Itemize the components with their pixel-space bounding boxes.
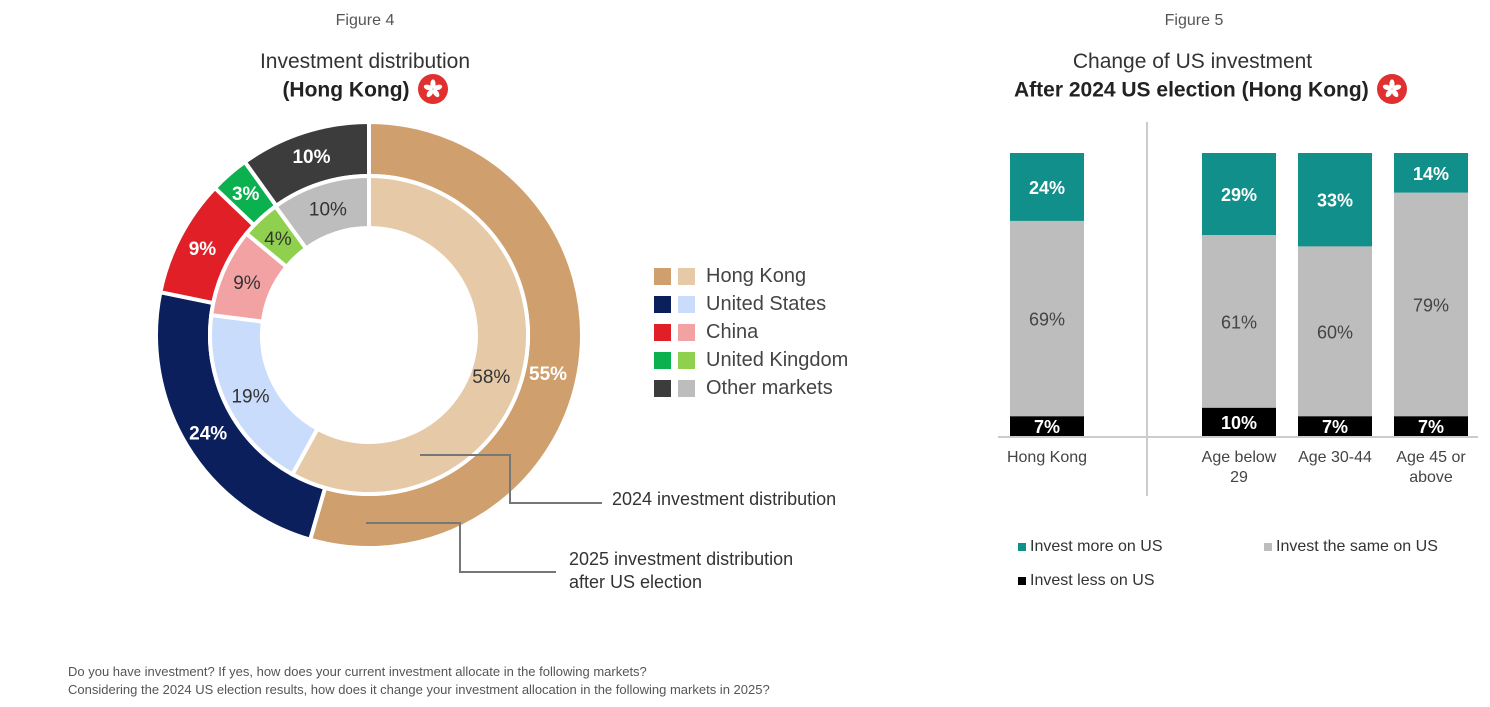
legend-item-united-states: United States xyxy=(654,290,848,318)
bar-value-label: 69% xyxy=(1029,310,1065,330)
bar-segment-invest-less-on-us xyxy=(1202,407,1276,436)
donut-value-labels: 55% 24% 9% 3% 10% 58% 19% 9% 4% 10% xyxy=(189,147,567,444)
outer-slice-label: 10% xyxy=(292,147,330,168)
figure5-title-text: After 2024 US election (Hong Kong) xyxy=(1014,78,1369,102)
legend-label: United Kingdom xyxy=(706,348,849,371)
legend-swatch-2024 xyxy=(678,323,695,341)
legend-swatch-2024 xyxy=(678,267,695,285)
bar-value-label: 24% xyxy=(1029,178,1065,198)
inner-slice-label: 58% xyxy=(472,367,510,388)
leader-line-inner xyxy=(420,454,602,504)
figure4-title-line2: (Hong Kong) xyxy=(215,74,515,106)
bar-segment-invest-more-on-us xyxy=(1202,153,1276,236)
annotation-2025-line2: after US election xyxy=(569,572,703,592)
bar-segment-invest-more-on-us xyxy=(1010,153,1084,221)
bar-segment-invest-less-on-us xyxy=(1010,416,1084,436)
bar-segment-invest-less-on-us xyxy=(1394,416,1468,436)
donut-chart: 55% 24% 9% 3% 10% 58% 19% 9% 4% 10% xyxy=(154,119,602,573)
legend-label: China xyxy=(706,320,759,343)
x-tick-label: Hong Kong xyxy=(1006,449,1088,466)
inner-slice-other-markets xyxy=(272,173,371,252)
bar-value-label: 29% xyxy=(1221,185,1257,205)
inner-slice-label: 19% xyxy=(231,386,269,407)
bar-segment-invest-more-on-us xyxy=(1394,153,1468,193)
outer-slice-label: 55% xyxy=(529,364,567,385)
stacked-bar-chart: 7% 69% 24% 10% 61% 29% 7% 60% 33% 7% 79% 14% xyxy=(998,122,1478,496)
bar-segment-invest-the-same-on-us xyxy=(1202,235,1276,408)
legend-swatch-2024 xyxy=(678,351,695,369)
bar-value-label: 7% xyxy=(1322,417,1348,437)
legend-invest-more: Invest more on US xyxy=(1018,538,1163,556)
legend-invest-less: Invest less on US xyxy=(1018,572,1155,590)
inner-slice-label: 10% xyxy=(309,200,347,221)
inner-slice-hong-kong xyxy=(289,173,530,496)
x-tick-label: Age 30-44 xyxy=(1298,449,1372,466)
figure4-legend: Hong Kong United States China United Kingdo… xyxy=(654,262,848,402)
figure5-label: Figure 5 xyxy=(1164,12,1224,29)
bar-value-label: 61% xyxy=(1221,312,1257,332)
legend-label: Invest more on US xyxy=(1030,538,1163,555)
bar-value-label: 79% xyxy=(1413,295,1449,315)
legend-label: Invest less on US xyxy=(1030,572,1155,589)
legend-label: Other markets xyxy=(706,376,833,399)
hong-kong-flag-icon xyxy=(1376,74,1407,104)
legend-swatch-2024 xyxy=(678,295,695,313)
inner-slice-label: 9% xyxy=(233,273,261,294)
figure5-legend: Invest more on US Invest the same on US … xyxy=(1018,538,1478,598)
legend-swatch-2025 xyxy=(654,323,671,341)
figure4-title-line1: Investment distribution xyxy=(259,50,471,73)
bar-segment-invest-the-same-on-us xyxy=(1298,246,1372,417)
outer-slice-label: 24% xyxy=(189,423,227,444)
x-tick-label: Age below 29 xyxy=(1201,449,1277,486)
legend-swatch xyxy=(1018,577,1026,585)
legend-swatch xyxy=(1264,543,1272,551)
legend-swatch xyxy=(1018,543,1026,551)
leader-line-outer xyxy=(366,522,556,573)
inner-ring-2024 xyxy=(208,173,530,496)
figure4-label: Figure 4 xyxy=(335,12,395,29)
bar-segment-invest-less-on-us xyxy=(1298,416,1372,436)
hong-kong-flag-icon xyxy=(417,74,448,104)
legend-swatch-2025 xyxy=(654,295,671,313)
bar-value-label: 7% xyxy=(1418,417,1444,437)
outer-slice-label: 3% xyxy=(232,184,260,205)
legend-item-hong-kong: Hong Kong xyxy=(654,262,848,290)
legend-swatch-2025 xyxy=(654,351,671,369)
legend-label: Hong Kong xyxy=(706,264,807,287)
outer-slice-label: 9% xyxy=(189,239,217,260)
legend-item-united-kingdom: United Kingdom xyxy=(654,346,848,374)
bar-segment-invest-the-same-on-us xyxy=(1010,220,1084,417)
legend-invest-same: Invest the same on US xyxy=(1264,538,1438,556)
annotation-2025: 2025 investment distribution after US el… xyxy=(569,548,793,594)
figure5-title-line1: Change of US investment xyxy=(1072,50,1313,73)
bars-group: 7% 69% 24% 10% 61% 29% 7% 60% 33% 7% 79% 14% xyxy=(1010,153,1468,437)
bar-value-label: 60% xyxy=(1317,322,1353,342)
legend-swatch-2025 xyxy=(654,267,671,285)
bar-value-label: 33% xyxy=(1317,191,1353,211)
annotation-2025-line1: 2025 investment distribution xyxy=(569,549,794,569)
legend-item-other-markets: Other markets xyxy=(654,374,848,402)
outer-ring-2025 xyxy=(154,119,584,550)
footnote-line2: Considering the 2024 US election results… xyxy=(68,682,770,697)
annotation-2024: 2024 investment distribution xyxy=(612,489,837,509)
figure4-title-text: (Hong Kong) xyxy=(282,78,410,102)
x-tick-label: Age 45 or above xyxy=(1396,449,1466,486)
footnote-line1: Do you have investment? If yes, how does… xyxy=(68,664,647,679)
bar-value-label: 14% xyxy=(1413,164,1449,184)
legend-swatch-2024 xyxy=(678,379,695,397)
legend-label: Invest the same on US xyxy=(1276,538,1438,555)
bar-segment-invest-more-on-us xyxy=(1298,153,1372,247)
legend-item-china: China xyxy=(654,318,848,346)
bar-value-label: 7% xyxy=(1034,417,1060,437)
footnote: Do you have investment? If yes, how does… xyxy=(68,663,770,699)
inner-slice-label: 4% xyxy=(264,229,292,250)
legend-label: United States xyxy=(706,292,827,315)
legend-swatch-2025 xyxy=(654,379,671,397)
bar-segment-invest-the-same-on-us xyxy=(1394,192,1468,417)
figure5-title-line2: After 2024 US election (Hong Kong) xyxy=(990,74,1444,106)
bar-value-label: 10% xyxy=(1221,413,1257,433)
